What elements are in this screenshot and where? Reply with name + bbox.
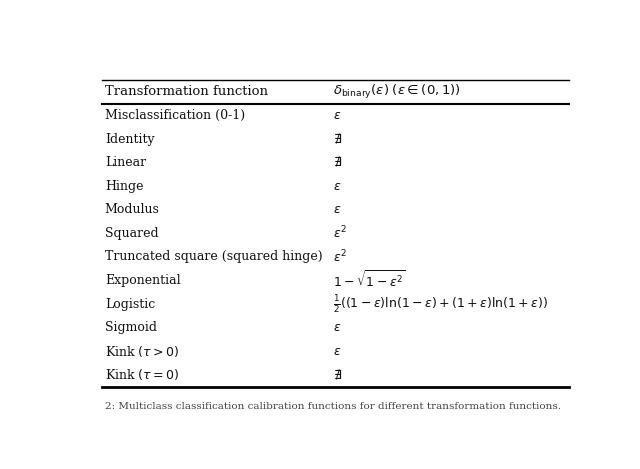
Text: 2: Multiclass classification calibration functions for different transformation : 2: Multiclass classification calibration… — [105, 402, 561, 411]
Text: Squared: Squared — [105, 227, 159, 240]
Text: Transformation function: Transformation function — [105, 85, 268, 98]
Text: $\delta_{\mathrm{binary}}(\varepsilon)\;(\varepsilon \in (0,1))$: $\delta_{\mathrm{binary}}(\varepsilon)\;… — [333, 83, 461, 101]
Text: Identity: Identity — [105, 133, 154, 145]
Text: $\varepsilon^2$: $\varepsilon^2$ — [333, 225, 347, 242]
Text: $\varepsilon$: $\varepsilon$ — [333, 345, 341, 358]
Text: $\varepsilon$: $\varepsilon$ — [333, 109, 341, 122]
Text: $\varepsilon^2$: $\varepsilon^2$ — [333, 249, 347, 265]
Text: $1 - \sqrt{1 - \varepsilon^2}$: $1 - \sqrt{1 - \varepsilon^2}$ — [333, 270, 406, 291]
Text: $\frac{1}{2}\left((1-\varepsilon)\ln(1-\varepsilon) + (1+\varepsilon)\ln(1+\vare: $\frac{1}{2}\left((1-\varepsilon)\ln(1-\… — [333, 293, 548, 315]
Text: $\varepsilon$: $\varepsilon$ — [333, 204, 341, 216]
Text: Logistic: Logistic — [105, 298, 155, 310]
Text: Modulus: Modulus — [105, 204, 159, 216]
Text: $\nexists$: $\nexists$ — [333, 368, 342, 382]
Text: $\varepsilon$: $\varepsilon$ — [333, 180, 341, 193]
Text: Kink $(\tau = 0)$: Kink $(\tau = 0)$ — [105, 367, 179, 382]
Text: Hinge: Hinge — [105, 180, 143, 193]
Text: Sigmoid: Sigmoid — [105, 321, 157, 334]
Text: $\nexists$: $\nexists$ — [333, 156, 342, 170]
Text: Exponential: Exponential — [105, 274, 180, 287]
Text: $\varepsilon$: $\varepsilon$ — [333, 321, 341, 334]
Text: Kink $(\tau > 0)$: Kink $(\tau > 0)$ — [105, 344, 179, 359]
Text: Misclassification (0-1): Misclassification (0-1) — [105, 109, 245, 122]
Text: $\nexists$: $\nexists$ — [333, 132, 342, 146]
Text: Linear: Linear — [105, 156, 146, 169]
Text: Truncated square (squared hinge): Truncated square (squared hinge) — [105, 250, 323, 264]
